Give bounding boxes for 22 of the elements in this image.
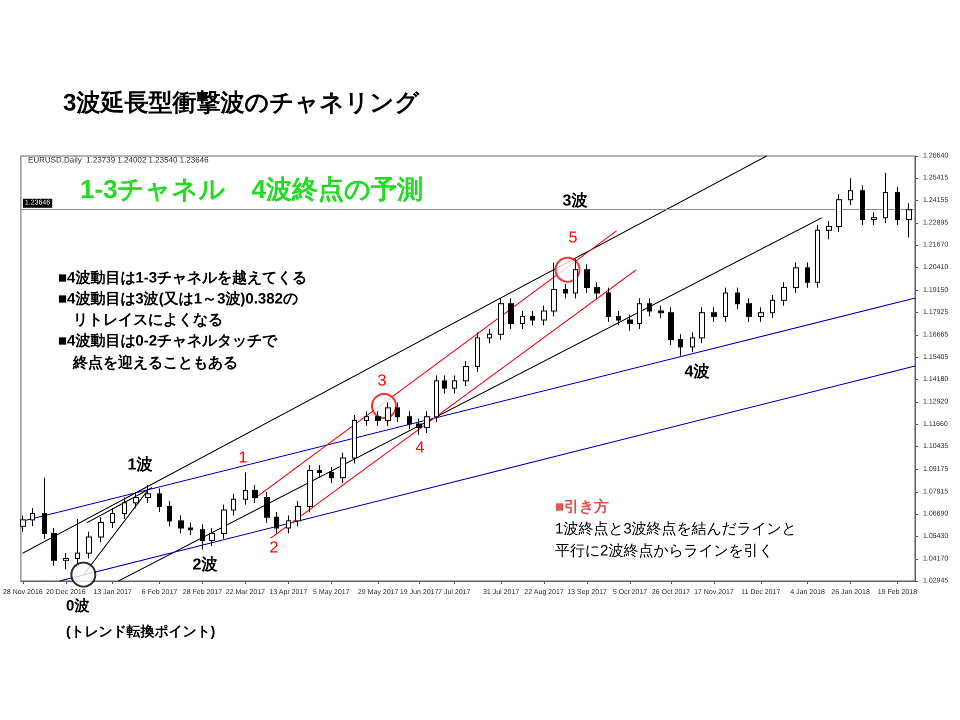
text: 0波 xyxy=(66,598,90,614)
annotation: 4波 xyxy=(684,362,710,380)
annotation: 2波 xyxy=(192,556,218,574)
annotation: ■引き方 xyxy=(555,498,610,516)
annotation: 終点を迎えることもある xyxy=(58,354,238,372)
annotation: 1波 xyxy=(128,456,152,474)
annotation: ■4波動目は0-2チャネルタッチで xyxy=(58,332,278,350)
annotation: ■4波動目は3波(又は1～3波)0.382の xyxy=(58,290,298,308)
annotation: 4 xyxy=(416,440,425,456)
annotation: 5 xyxy=(568,230,578,246)
annotation: 1波終点と3波終点を結んだラインと xyxy=(555,520,797,538)
annotation: EURUSD,Daily 1.23739 1.24002 1.23540 1.23646 xyxy=(28,156,210,164)
annotation: 3 xyxy=(378,372,387,390)
annotation: 2 xyxy=(270,540,279,556)
annotation: ■4波動目は1-3チャネルを越えてくる xyxy=(58,270,308,286)
text: (トレンド転換ポイント) xyxy=(66,623,216,639)
annotation: 平行に2波終点からラインを引く xyxy=(555,542,774,560)
chart-title: 3波延長型衝撃波のチャネリング xyxy=(63,90,420,116)
annotation: 1 xyxy=(238,450,248,466)
annotation: リトレイスによくなる xyxy=(58,312,223,328)
annotation: 3波 xyxy=(562,192,588,210)
text: 1-3チャネル 4波終点の予測 xyxy=(80,174,424,204)
